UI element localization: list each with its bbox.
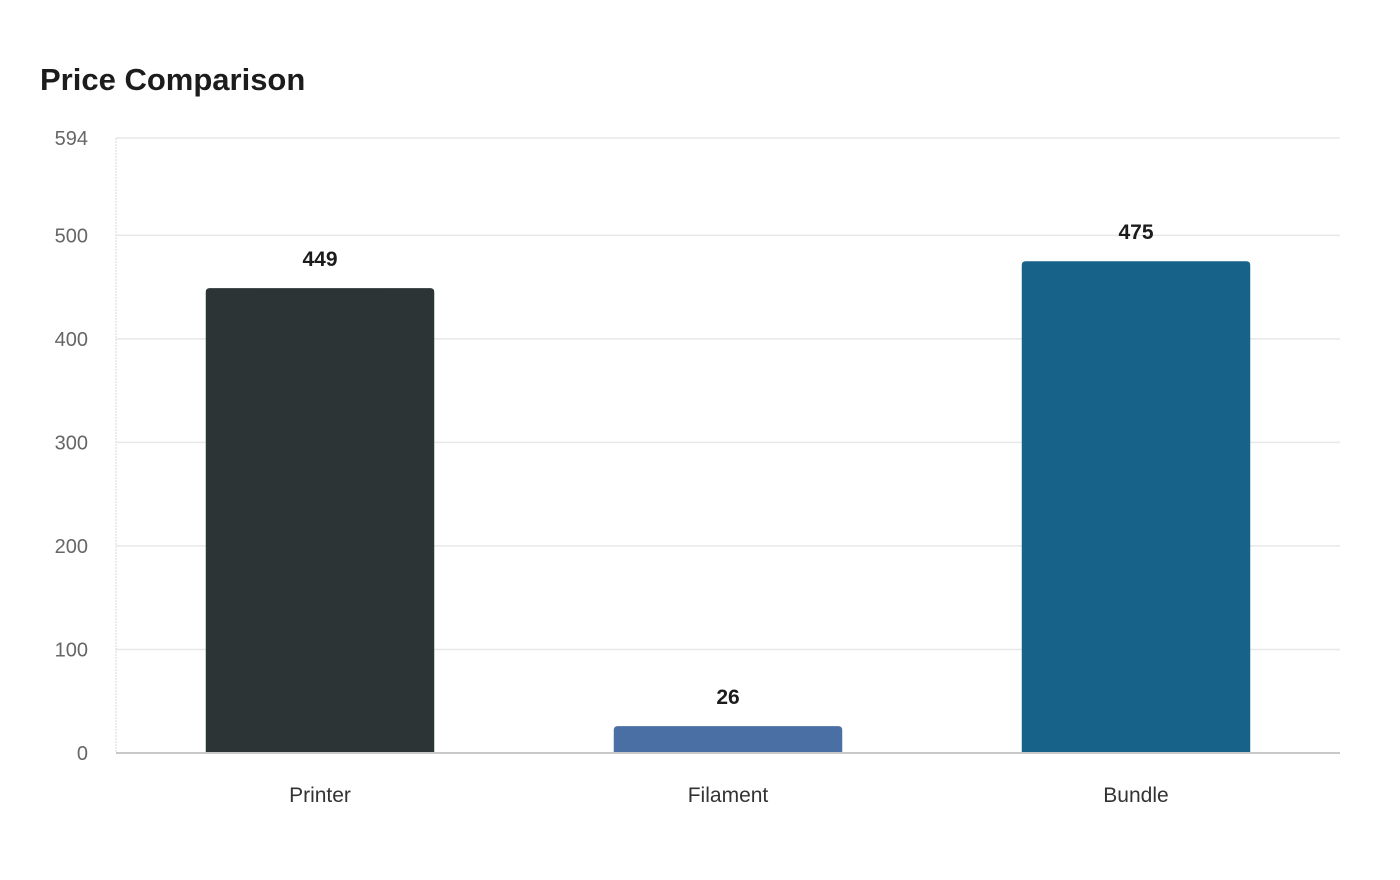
axes: [115, 138, 1340, 754]
y-tick-label: 200: [55, 536, 88, 558]
bars: [205, 261, 1251, 752]
bar-value-label: 26: [716, 686, 739, 709]
bar-bundle: [1021, 261, 1251, 752]
y-tick-label: 594: [55, 128, 88, 150]
x-tick-label: Filament: [688, 784, 769, 807]
chart-title: Price Comparison: [40, 62, 306, 97]
bar-printer: [205, 288, 435, 752]
y-tick-label: 500: [55, 225, 88, 247]
y-tick-label: 300: [55, 432, 88, 454]
y-tick-label: 0: [77, 743, 88, 765]
bar-value-label: 449: [302, 248, 337, 271]
y-tick-label: 100: [55, 639, 88, 661]
labels: 0 100 200 300 400 500 594 449 Printer 26 Filament 4…: [55, 128, 1169, 807]
x-tick-label: Bundle: [1103, 784, 1168, 807]
x-tick-label: Printer: [289, 784, 351, 807]
bar-filament: [613, 726, 843, 752]
bar-value-label: 475: [1118, 221, 1153, 244]
y-tick-label: 400: [55, 329, 88, 351]
